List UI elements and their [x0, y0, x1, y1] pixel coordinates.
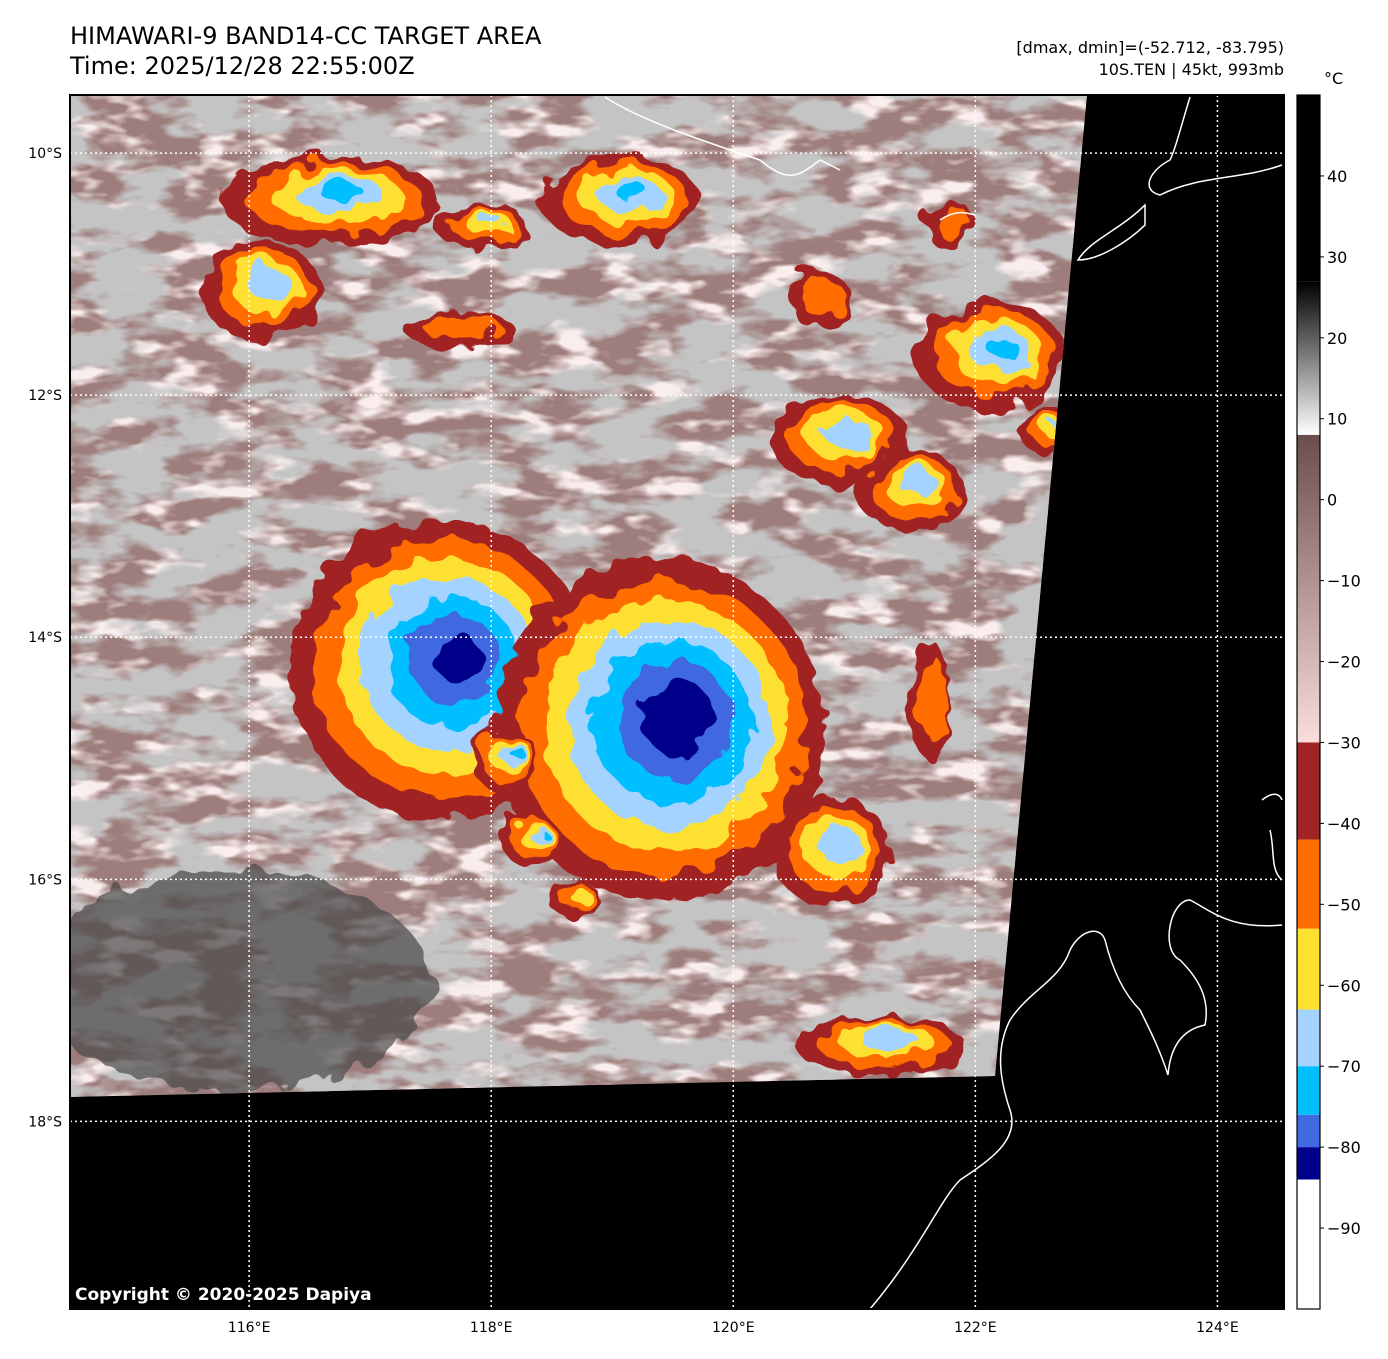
gridlines: [70, 95, 1284, 1309]
colorbar-tick-label: 10: [1327, 410, 1347, 429]
colorbar-segment: [1297, 1009, 1320, 1067]
imagery-swath: [70, 95, 1087, 1097]
cloud-cluster: [550, 880, 600, 920]
cloud-cluster: [200, 240, 320, 340]
colorbar-segment: [1297, 742, 1320, 840]
cloud-temperature-band: [935, 205, 971, 241]
colorbar-tick-label: −40: [1327, 814, 1361, 833]
colorbar-tick-label: −10: [1327, 572, 1361, 591]
cloud-temperature-band: [900, 470, 938, 498]
cloud-cluster: [770, 795, 890, 905]
colorbar-tick-label: −20: [1327, 653, 1361, 672]
cloud-temperature-band: [860, 1028, 918, 1050]
cloud-temperature-band: [1051, 421, 1057, 427]
cloud-temperature-band: [802, 277, 844, 319]
coastline: [1148, 96, 1283, 196]
lat-tick-label: 10°S: [28, 146, 62, 162]
cloud-cluster: [540, 155, 700, 245]
colorbar-segment: [1297, 928, 1320, 1010]
cloud-cluster: [855, 450, 965, 530]
coastlines: [604, 96, 1283, 1309]
colorbar-unit: °C: [1324, 69, 1343, 88]
lat-tick-label: 14°S: [28, 630, 62, 646]
lon-tick-label: 122°E: [954, 1320, 997, 1336]
lon-tick-label: 124°E: [1196, 1320, 1239, 1336]
cloud-cluster: [790, 270, 850, 330]
lat-tick-label: 18°S: [28, 1114, 62, 1130]
colorbar-segment: [1297, 1179, 1320, 1309]
colorbar-tick-label: 20: [1327, 329, 1347, 348]
colorbar-segment: [1297, 1066, 1320, 1115]
colorbar-tick-label: −50: [1327, 895, 1361, 914]
cloud-temperature-band: [477, 212, 501, 226]
colorbar-tick-label: −30: [1327, 733, 1361, 752]
lon-tick-label: 116°E: [228, 1320, 271, 1336]
cloud-temperature-band: [987, 336, 1017, 358]
cloud-temperature-band: [538, 829, 546, 835]
cloud-temperature-band: [528, 825, 550, 843]
lon-tick-label: 118°E: [470, 1320, 513, 1336]
cloud-temperature-band: [320, 183, 364, 201]
colorbar-segment: [1297, 1147, 1320, 1180]
colorbar-tick-label: −80: [1327, 1138, 1361, 1157]
chart-time: Time: 2025/12/28 22:55:00Z: [70, 52, 415, 80]
cloud-temperature-band: [641, 680, 715, 756]
cloud-temperature-band: [510, 746, 524, 758]
chart-title: HIMAWARI-9 BAND14-CC TARGET AREA: [70, 22, 542, 50]
storm-info: 10S.TEN | 45kt, 993mb: [1098, 60, 1284, 79]
coastline: [1076, 203, 1146, 261]
colorbar-segment: [1297, 1114, 1320, 1148]
lon-tick-label: 120°E: [712, 1320, 755, 1336]
lat-tick-label: 12°S: [28, 388, 62, 404]
cloud-cluster: [405, 310, 515, 350]
copyright-text: Copyright © 2020-2025 Dapiya: [75, 1285, 372, 1305]
colorbar-tick-label: −60: [1327, 976, 1361, 995]
cloud-cluster: [435, 200, 525, 250]
coastline: [604, 96, 841, 176]
cloud-cluster: [470, 730, 540, 790]
cloud-temperature-band: [919, 656, 947, 740]
cloud-cluster: [925, 200, 975, 250]
colorbar-tick-label: 0: [1327, 491, 1337, 510]
colorbar-tick-label: 40: [1327, 167, 1347, 186]
map-frame: [69, 94, 1285, 1310]
colorbar-tick-label: 30: [1327, 248, 1347, 267]
coastline: [939, 211, 976, 221]
cloud-cluster: [910, 640, 950, 760]
lat-tick-label: 16°S: [28, 872, 62, 888]
cloud-cluster: [495, 560, 825, 900]
coastline: [1261, 793, 1283, 881]
colorbar-segment: [1297, 434, 1320, 743]
colorbar: 40 30 20 10 0 −10 −20 −30 −40 −50 −60 −70 −80 −90: [1296, 94, 1361, 1310]
colorbar-segment: [1297, 281, 1320, 435]
cloud-temperature-band: [616, 183, 648, 201]
cloud-cluster: [220, 155, 440, 245]
cloud-temperature-band: [818, 825, 860, 863]
cloud-temperature-band: [571, 888, 591, 904]
colorbar-segment: [1297, 839, 1320, 929]
cloud-cluster: [795, 1015, 965, 1075]
cloud-temperature-band: [424, 314, 502, 342]
cloud-cluster: [500, 815, 560, 865]
cloud-temperature-band: [248, 267, 290, 301]
colorbar-segment: [1297, 95, 1320, 282]
cloud-temperature-band: [434, 634, 482, 682]
cloud-temperature-band: [825, 418, 873, 450]
coastline: [869, 899, 1283, 1309]
colorbar-tick-label: −70: [1327, 1057, 1361, 1076]
dmax-dmin-text: [dmax, dmin]=(-52.712, -83.795): [1016, 38, 1284, 57]
cloud-cluster: [915, 300, 1065, 410]
colorbar-tick-label: −90: [1327, 1219, 1361, 1238]
